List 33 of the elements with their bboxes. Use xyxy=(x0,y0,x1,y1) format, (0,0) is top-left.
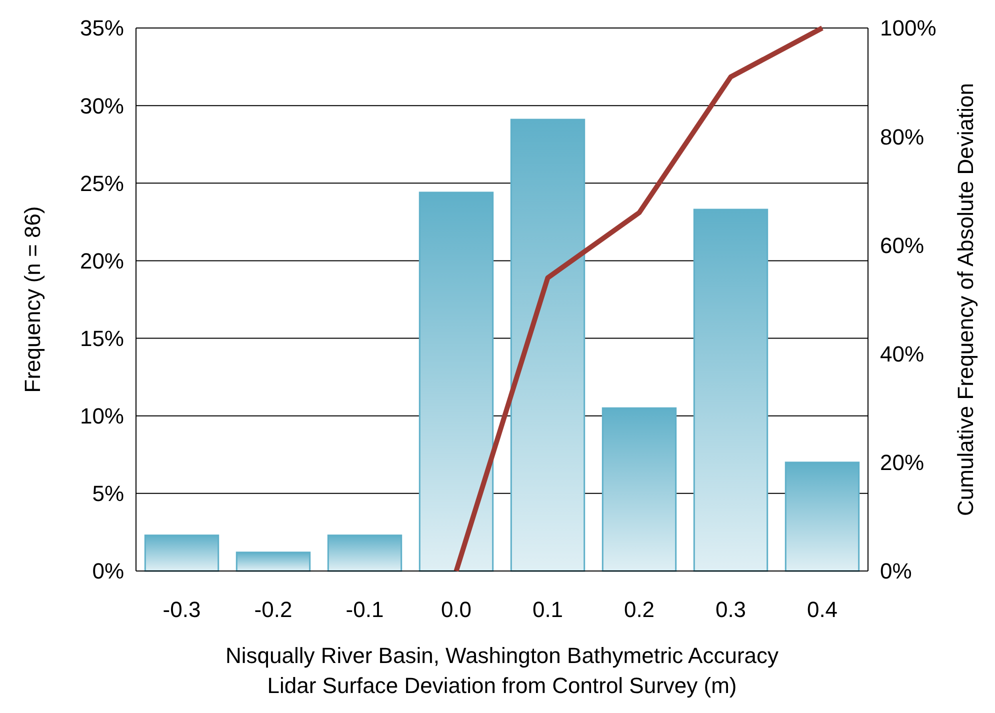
x-tick-label: 0.4 xyxy=(806,597,838,622)
bar xyxy=(510,118,586,572)
x-axis-title: Nisqually River Basin, Washington Bathymetric Accuracy Lidar Surface Deviation from Control Survey (m) xyxy=(225,643,779,698)
y2-tick-label: 0% xyxy=(880,558,912,584)
bar xyxy=(418,192,494,572)
y2-tick-label: 40% xyxy=(880,342,924,366)
x-tick-label: -0.3 xyxy=(162,597,201,622)
x-tick-label: 0.1 xyxy=(532,597,564,622)
x-tick-label: -0.1 xyxy=(346,597,384,622)
y2-tick-label: 20% xyxy=(880,450,924,476)
bar xyxy=(693,208,768,572)
y-axis-title: Frequency (n = 86) xyxy=(20,206,45,393)
y2-tick-label: 60% xyxy=(880,232,924,258)
bar xyxy=(784,462,860,572)
x-tick-label: 0.3 xyxy=(715,597,746,622)
y-tick-label: 15% xyxy=(80,326,124,351)
x-tick-label: 0.0 xyxy=(440,597,472,622)
y-tick-label: 20% xyxy=(80,248,124,274)
y2-tick-label: 100% xyxy=(880,16,936,41)
y-tick-label: 10% xyxy=(80,404,124,429)
y-tick-label: 35% xyxy=(80,16,124,41)
x-tick-label: -0.2 xyxy=(254,597,292,622)
y-tick-label: 0% xyxy=(92,558,124,584)
bar xyxy=(327,534,402,572)
y2-tick-label: 80% xyxy=(880,124,924,150)
bar xyxy=(236,552,311,572)
y-tick-label: 5% xyxy=(92,481,124,506)
bar xyxy=(144,534,220,572)
y-tick-label: 30% xyxy=(80,93,124,118)
x-tick-label: 0.2 xyxy=(624,597,655,622)
y-tick-label: 25% xyxy=(80,170,124,196)
y2-axis-title: Cumulative Frequency of Absolute Deviation xyxy=(953,83,978,516)
bar xyxy=(602,407,677,572)
